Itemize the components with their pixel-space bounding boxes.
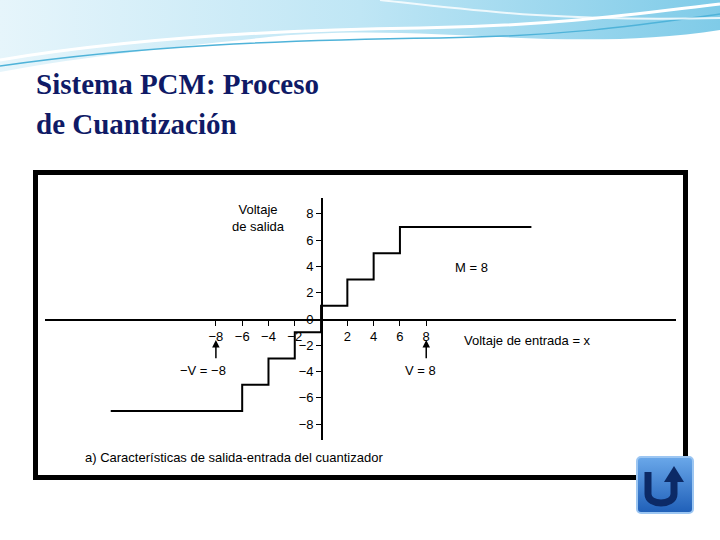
svg-text:8: 8 (306, 206, 313, 221)
svg-text:Voltajede salida: Voltajede salida (232, 202, 285, 234)
svg-text:−4: −4 (299, 364, 314, 379)
svg-text:6: 6 (396, 329, 403, 344)
svg-text:2: 2 (344, 329, 351, 344)
svg-text:2: 2 (306, 285, 313, 300)
svg-text:4: 4 (370, 329, 377, 344)
svg-text:4: 4 (306, 259, 313, 274)
svg-text:0: 0 (306, 312, 313, 327)
svg-text:−8: −8 (208, 329, 223, 344)
html-text:Sistema PCM: Proceso de Cuanti: Sistema PCM: Proceso de Cuantización (36, 68, 319, 140)
svg-text:6: 6 (306, 233, 313, 248)
svg-text:8: 8 (423, 329, 430, 344)
svg-text:−6: −6 (235, 329, 250, 344)
svg-text:Voltaje de entrada = x: Voltaje de entrada = x (464, 333, 591, 348)
svg-text:−6: −6 (299, 390, 314, 405)
svg-text:−V = −8: −V = −8 (180, 363, 226, 378)
svg-text:−2: −2 (299, 338, 314, 353)
svg-text:−2: −2 (287, 329, 302, 344)
svg-text:−4: −4 (261, 329, 276, 344)
svg-text:M = 8: M = 8 (455, 260, 488, 275)
svg-text:−8: −8 (299, 417, 314, 432)
svg-text:V = 8: V = 8 (405, 363, 436, 378)
svg-text:a) Características de salida-e: a) Características de salida-entrada del… (85, 450, 383, 465)
